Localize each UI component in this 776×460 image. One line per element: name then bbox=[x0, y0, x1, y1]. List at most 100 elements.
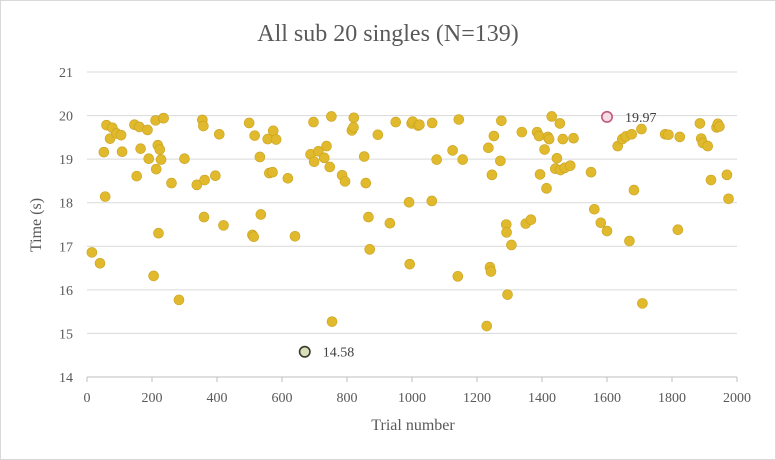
data-point bbox=[637, 298, 648, 309]
data-point bbox=[496, 115, 507, 127]
x-axis-label: Trial number bbox=[371, 417, 455, 434]
data-point bbox=[86, 247, 98, 258]
data-point bbox=[674, 131, 686, 143]
data-point bbox=[705, 174, 717, 186]
data-point bbox=[348, 112, 360, 124]
data-point bbox=[723, 193, 734, 205]
data-point bbox=[543, 133, 555, 145]
y-tick-label: 20 bbox=[59, 110, 73, 125]
max-point-label: 19.97 bbox=[625, 111, 657, 126]
chart-title: All sub 20 singles (N=139) bbox=[257, 21, 519, 47]
x-tick-label: 200 bbox=[142, 391, 163, 406]
y-axis-ticks: 14 15 16 17 18 19 20 21 bbox=[59, 66, 73, 386]
x-tick-label: 1200 bbox=[463, 391, 491, 406]
data-point bbox=[624, 235, 635, 247]
data-point bbox=[390, 116, 402, 128]
data-point bbox=[166, 177, 177, 189]
y-tick-label: 21 bbox=[59, 66, 73, 81]
data-point bbox=[483, 142, 494, 154]
y-tick-label: 16 bbox=[59, 284, 73, 299]
data-point bbox=[403, 196, 415, 208]
data-point bbox=[534, 169, 546, 180]
data-point bbox=[372, 129, 384, 141]
data-point bbox=[447, 145, 458, 156]
y-tick-label: 17 bbox=[59, 240, 73, 255]
data-point bbox=[98, 146, 110, 158]
x-tick-label: 0 bbox=[84, 391, 91, 406]
data-point bbox=[384, 217, 396, 229]
data-point bbox=[243, 117, 255, 129]
data-point bbox=[210, 170, 221, 181]
data-point bbox=[199, 174, 210, 186]
max-point bbox=[600, 110, 613, 123]
data-point bbox=[154, 144, 166, 155]
y-tick-label: 15 bbox=[59, 327, 73, 342]
data-point bbox=[135, 143, 146, 154]
data-point bbox=[282, 173, 294, 184]
data-point bbox=[453, 114, 465, 125]
data-point bbox=[254, 151, 266, 163]
data-point bbox=[99, 191, 111, 202]
data-point bbox=[541, 183, 552, 194]
data-point bbox=[289, 230, 301, 242]
data-point bbox=[546, 111, 558, 122]
x-tick-label: 800 bbox=[337, 391, 358, 406]
data-point bbox=[318, 152, 330, 164]
data-point bbox=[557, 133, 569, 145]
data-point bbox=[457, 154, 469, 165]
data-point bbox=[249, 130, 260, 141]
data-point bbox=[155, 154, 167, 165]
x-tick-label: 1000 bbox=[398, 391, 426, 406]
data-points bbox=[86, 111, 734, 332]
data-point bbox=[326, 316, 338, 327]
data-point bbox=[142, 124, 153, 136]
data-point bbox=[198, 211, 210, 223]
data-point bbox=[628, 184, 640, 196]
data-point bbox=[404, 258, 416, 270]
data-point bbox=[131, 170, 143, 182]
data-point bbox=[255, 209, 267, 220]
data-point bbox=[270, 134, 282, 145]
data-point bbox=[326, 111, 337, 122]
data-point bbox=[248, 231, 260, 242]
y-tick-label: 18 bbox=[59, 197, 73, 212]
data-point bbox=[506, 239, 517, 251]
x-tick-label: 1600 bbox=[593, 391, 621, 406]
data-point bbox=[452, 271, 464, 282]
data-point bbox=[213, 129, 225, 140]
data-point bbox=[501, 227, 512, 238]
data-point bbox=[672, 224, 684, 236]
x-tick-label: 1800 bbox=[658, 391, 686, 406]
data-point bbox=[191, 179, 203, 191]
data-point bbox=[414, 119, 425, 131]
data-point bbox=[267, 166, 278, 178]
x-tick-label: 600 bbox=[272, 391, 293, 406]
data-point bbox=[486, 169, 498, 181]
data-point bbox=[702, 140, 714, 152]
data-point bbox=[150, 163, 162, 175]
x-axis-ticks: 0 200 400 600 800 1000 1200 1400 1600 1800 2000 bbox=[84, 377, 751, 406]
data-point bbox=[426, 195, 438, 207]
data-point bbox=[116, 146, 128, 158]
data-point bbox=[148, 270, 159, 282]
data-point bbox=[663, 129, 674, 141]
data-point bbox=[308, 116, 319, 128]
min-point-label: 14.58 bbox=[323, 346, 355, 361]
data-point bbox=[714, 121, 725, 132]
data-point bbox=[589, 203, 600, 215]
data-point bbox=[143, 153, 155, 165]
data-point bbox=[636, 123, 647, 135]
data-point bbox=[358, 151, 370, 162]
data-point bbox=[568, 132, 579, 144]
data-point bbox=[364, 244, 376, 255]
data-point bbox=[115, 129, 127, 141]
x-tick-label: 1400 bbox=[528, 391, 556, 406]
data-point bbox=[321, 140, 332, 152]
data-point bbox=[348, 122, 359, 133]
data-point bbox=[551, 152, 563, 164]
data-point bbox=[360, 177, 372, 189]
data-point bbox=[339, 176, 351, 187]
y-tick-label: 14 bbox=[59, 371, 73, 386]
